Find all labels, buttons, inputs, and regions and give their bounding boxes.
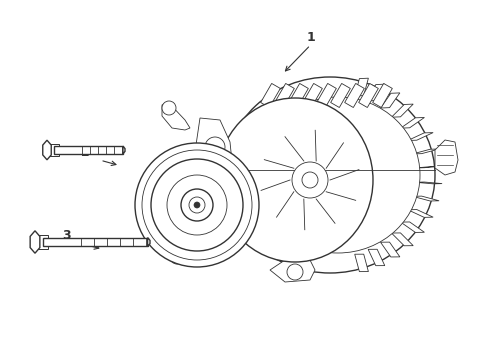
Polygon shape bbox=[358, 84, 378, 108]
Polygon shape bbox=[380, 242, 399, 257]
Polygon shape bbox=[196, 118, 231, 175]
Polygon shape bbox=[434, 140, 457, 175]
Polygon shape bbox=[380, 93, 399, 108]
Polygon shape bbox=[412, 149, 438, 154]
Polygon shape bbox=[122, 146, 125, 154]
Ellipse shape bbox=[194, 202, 200, 208]
Polygon shape bbox=[372, 84, 391, 108]
Polygon shape bbox=[407, 132, 432, 140]
Polygon shape bbox=[354, 78, 367, 96]
Polygon shape bbox=[170, 238, 198, 262]
Polygon shape bbox=[391, 104, 412, 117]
Polygon shape bbox=[302, 84, 322, 108]
Polygon shape bbox=[414, 166, 441, 168]
Ellipse shape bbox=[291, 162, 327, 198]
Ellipse shape bbox=[256, 97, 419, 253]
Polygon shape bbox=[30, 231, 40, 253]
Ellipse shape bbox=[135, 143, 259, 267]
Polygon shape bbox=[316, 84, 336, 108]
Polygon shape bbox=[330, 84, 349, 108]
Ellipse shape bbox=[217, 98, 372, 262]
Ellipse shape bbox=[162, 101, 176, 115]
Polygon shape bbox=[42, 140, 51, 160]
Ellipse shape bbox=[170, 250, 183, 264]
Ellipse shape bbox=[181, 189, 213, 221]
Polygon shape bbox=[34, 235, 48, 249]
Polygon shape bbox=[414, 182, 441, 184]
Polygon shape bbox=[367, 84, 384, 101]
Ellipse shape bbox=[224, 77, 434, 273]
Polygon shape bbox=[407, 210, 432, 217]
Ellipse shape bbox=[167, 175, 226, 235]
Text: 1: 1 bbox=[305, 31, 314, 44]
Polygon shape bbox=[367, 249, 384, 266]
Polygon shape bbox=[400, 117, 424, 128]
Polygon shape bbox=[412, 196, 438, 201]
Polygon shape bbox=[391, 233, 412, 246]
Text: 2: 2 bbox=[81, 147, 90, 159]
Polygon shape bbox=[46, 144, 59, 156]
Polygon shape bbox=[54, 146, 122, 154]
Polygon shape bbox=[260, 84, 280, 108]
Text: 3: 3 bbox=[61, 229, 70, 242]
Ellipse shape bbox=[204, 137, 224, 157]
Ellipse shape bbox=[302, 172, 317, 188]
Ellipse shape bbox=[142, 150, 251, 260]
Polygon shape bbox=[354, 254, 367, 271]
Polygon shape bbox=[400, 222, 424, 233]
Polygon shape bbox=[269, 260, 314, 282]
Polygon shape bbox=[288, 84, 308, 108]
Ellipse shape bbox=[151, 159, 243, 251]
Polygon shape bbox=[43, 238, 147, 246]
Ellipse shape bbox=[286, 264, 303, 280]
Polygon shape bbox=[274, 84, 294, 108]
Polygon shape bbox=[344, 84, 364, 108]
Polygon shape bbox=[162, 102, 190, 130]
Ellipse shape bbox=[189, 197, 204, 213]
Polygon shape bbox=[147, 238, 150, 246]
